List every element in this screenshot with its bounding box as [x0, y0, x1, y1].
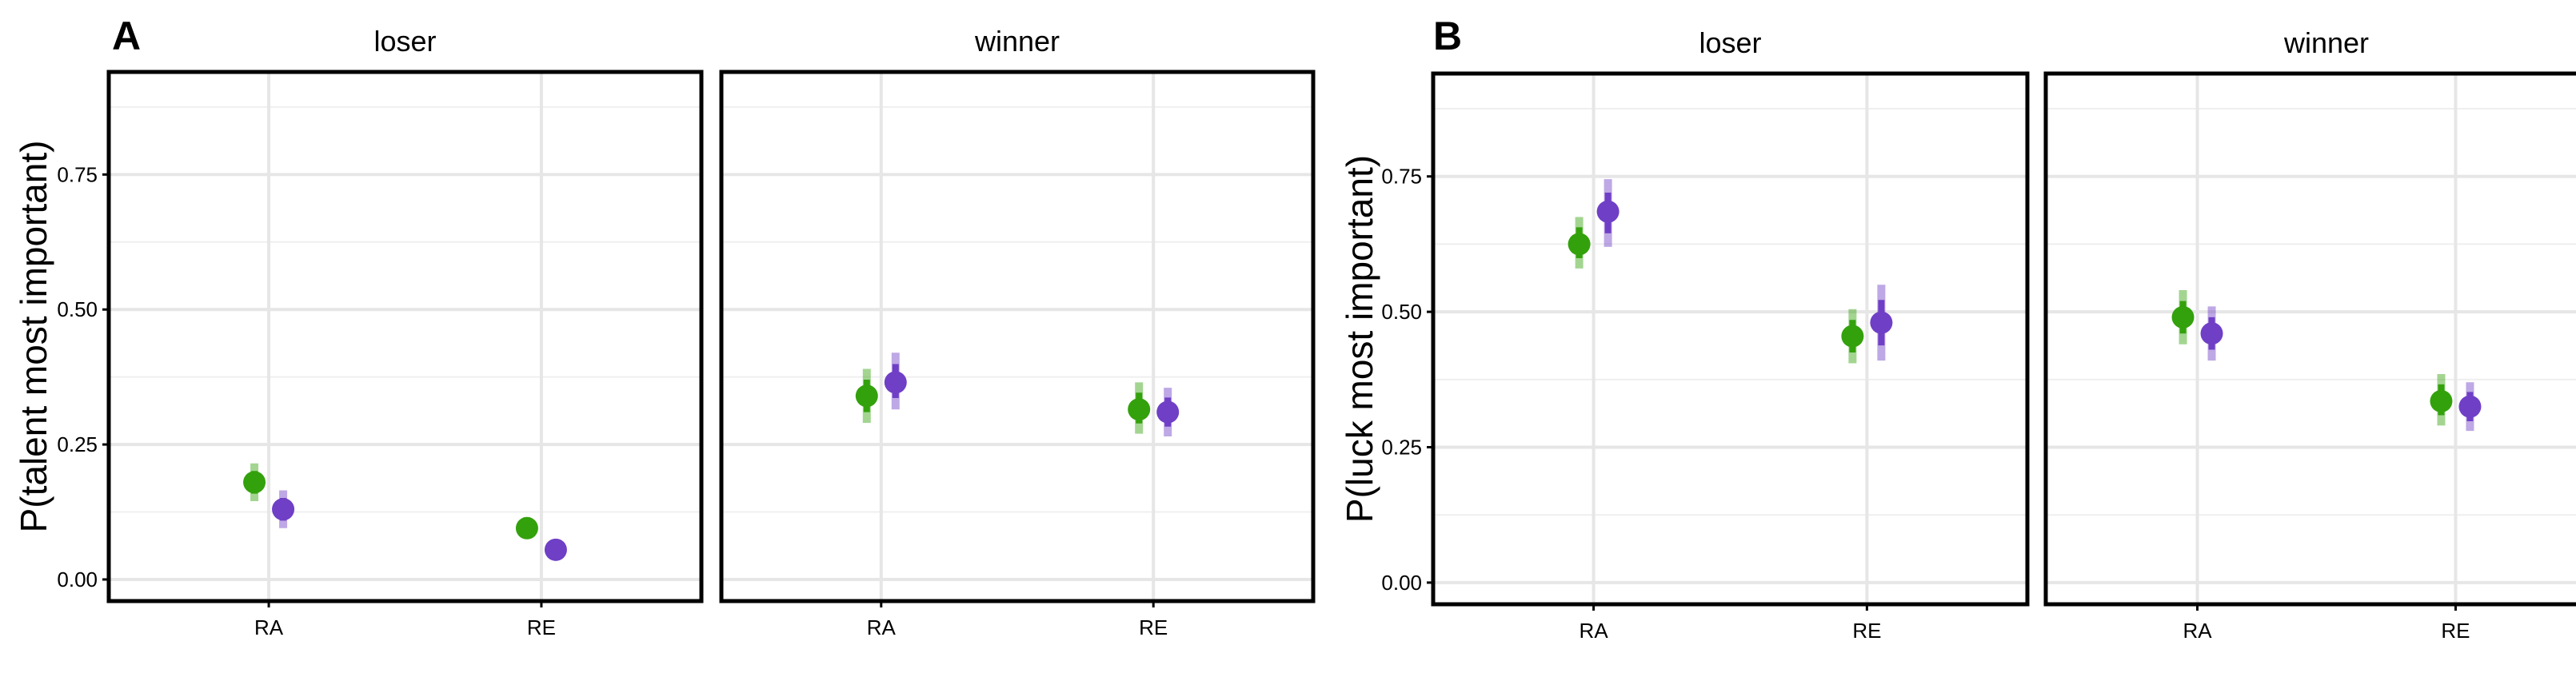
- y-axis-label: P(luck most important): [1339, 155, 1380, 523]
- y-tick-label: 0.75: [1381, 165, 1422, 189]
- data-point: [1870, 311, 1893, 334]
- data-point: [1596, 200, 1619, 223]
- x-tick-label: RA: [1580, 619, 1609, 643]
- x-tick-label: RE: [527, 615, 556, 639]
- data-point: [884, 371, 907, 394]
- facet-winner: winner RA RE: [719, 25, 1316, 639]
- y-tick-label: 0.25: [1381, 436, 1422, 460]
- y-tick-label: 0.25: [57, 432, 98, 456]
- x-tick-label: RA: [867, 615, 897, 639]
- data-point: [1841, 325, 1864, 348]
- panel-letter: A: [112, 14, 141, 58]
- panel-letter: B: [1433, 14, 1462, 58]
- data-point: [1156, 400, 1180, 424]
- facet-title: winner: [974, 25, 1060, 58]
- facet-loser: loser RA RE: [1431, 26, 2030, 643]
- facet-title: loser: [1699, 26, 1761, 59]
- data-point: [1128, 398, 1151, 421]
- data-point: [2458, 395, 2482, 418]
- facet-loser: loser RA RE: [106, 25, 704, 639]
- x-tick-label: RE: [1139, 615, 1168, 639]
- data-point: [2430, 389, 2453, 412]
- x-tick-label: RA: [2183, 619, 2212, 643]
- figure-A: A P(talent most important) 0.00 0.25 0.50 0.7…: [13, 14, 1316, 639]
- figure-B: B P(luck most important) 0.00 0.25 0.50 0.75 l…: [1339, 14, 2576, 643]
- data-point: [272, 498, 295, 521]
- y-tick-label: 0.50: [1381, 300, 1422, 324]
- x-tick-label: RE: [2441, 619, 2470, 643]
- y-axis-label: P(talent most important): [13, 141, 54, 533]
- data-point: [544, 538, 567, 561]
- facet-winner: winner RA RE: [2043, 26, 2576, 643]
- data-point: [243, 471, 266, 494]
- panel-frame: [1431, 71, 2030, 607]
- data-point: [2171, 305, 2195, 329]
- y-tick-label: 0.75: [57, 162, 98, 186]
- y-tick-label: 0.50: [57, 297, 98, 321]
- facet-title: loser: [373, 25, 436, 58]
- y-tick-label: 0.00: [57, 567, 98, 591]
- y-tick-label: 0.00: [1381, 571, 1422, 595]
- panel-frame: [106, 70, 704, 603]
- facet-title: winner: [2283, 26, 2369, 59]
- data-point: [2200, 322, 2223, 345]
- x-tick-label: RA: [254, 615, 284, 639]
- data-point: [1568, 233, 1591, 256]
- data-point: [515, 516, 538, 540]
- panel-frame: [2043, 71, 2576, 607]
- panel-frame: [719, 70, 1316, 603]
- data-point: [855, 384, 878, 408]
- x-tick-label: RE: [1852, 619, 1881, 643]
